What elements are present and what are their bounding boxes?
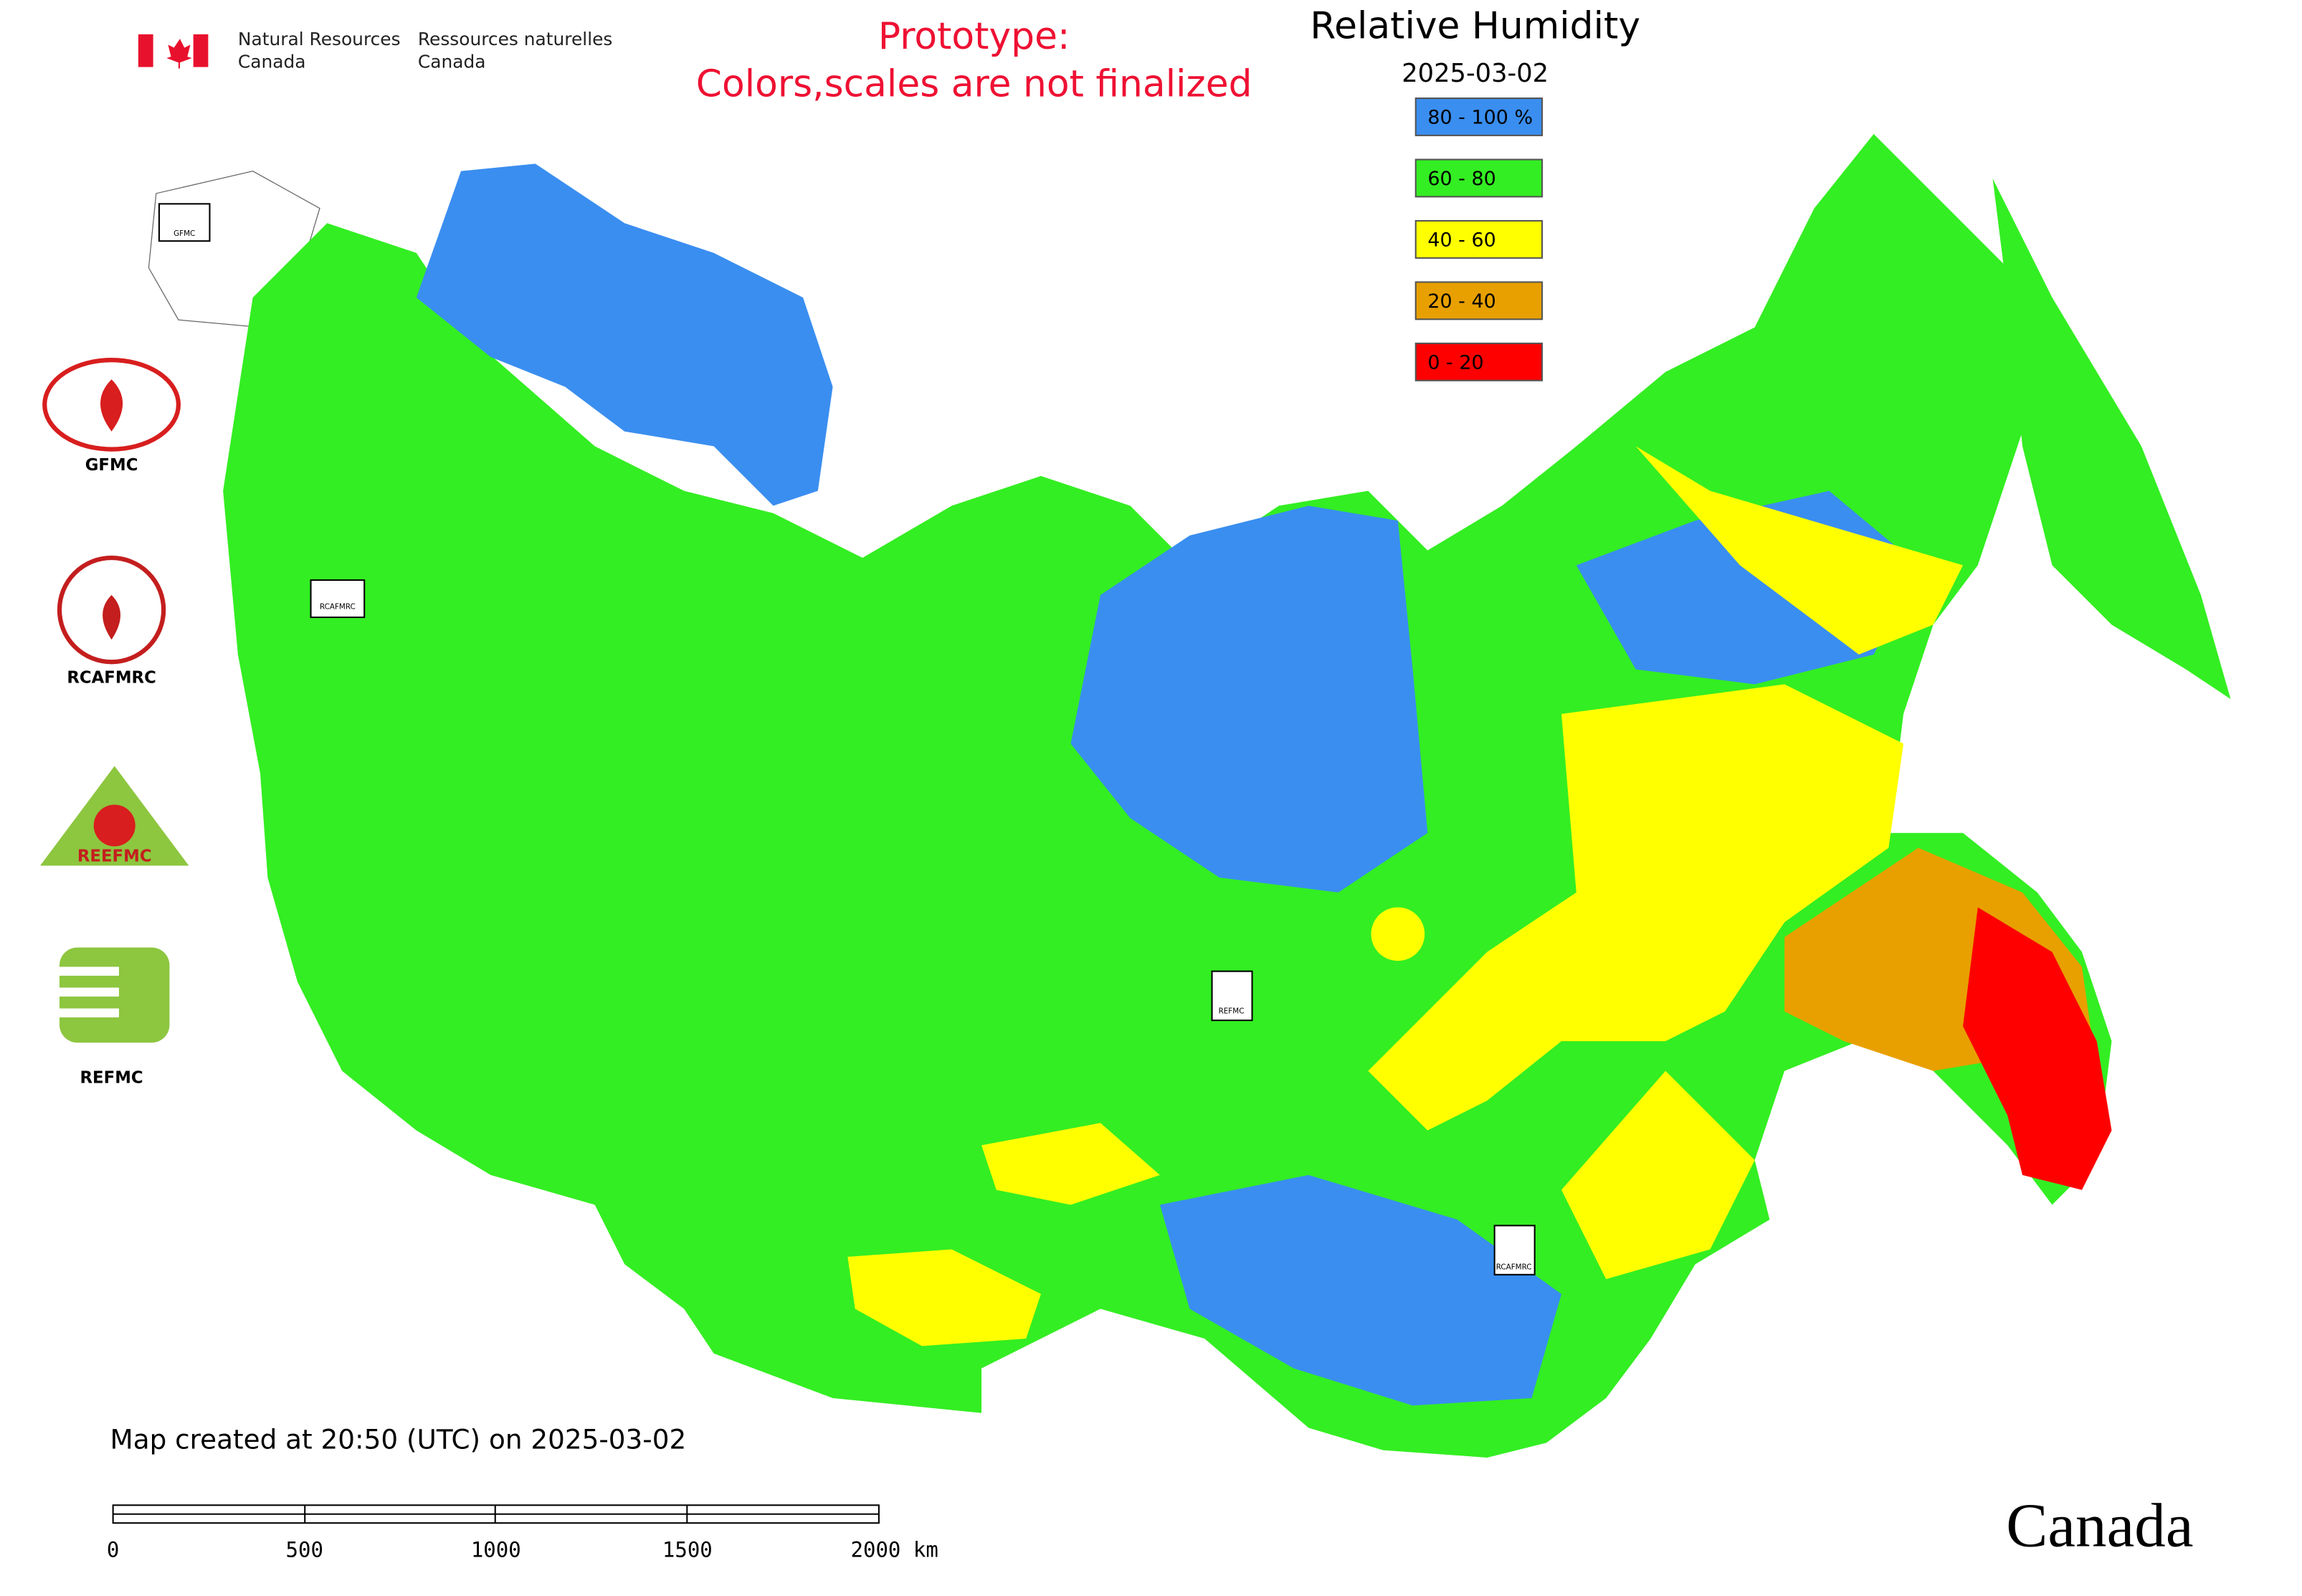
region-40-60: [1368, 684, 1904, 1131]
legend-swatch: [1414, 98, 1544, 136]
scale-labels: 0 500 1000 1500 2000 km: [107, 1538, 938, 1562]
map-marker-label: RCAFMRC: [320, 602, 356, 611]
map-marker: [310, 579, 366, 619]
region-80-100: [1070, 505, 1428, 893]
maple-leaf: [166, 39, 192, 69]
notice: Prototype:: [878, 15, 1070, 58]
legend-title: Relative Humidity: [1310, 5, 1640, 48]
logo-label: RCAFMRC: [67, 669, 156, 688]
created-note: Map created at 20:50 (UTC) on 2025-03-02: [110, 1424, 686, 1455]
flame: [100, 379, 123, 432]
scale-label: 1500: [662, 1538, 713, 1562]
map-marker: [158, 203, 211, 242]
map-marker: [1211, 970, 1253, 1022]
legend-label: 60 - 80: [1427, 168, 1495, 190]
region-80-100: [1159, 1174, 1562, 1406]
legend-label: 0 - 20: [1427, 351, 1483, 374]
flag-bar: [138, 34, 153, 67]
map-marker-label: RCAFMRC: [1496, 1263, 1532, 1271]
agency-en: Natural Resources: [238, 29, 401, 49]
stripe: [59, 966, 119, 976]
flame: [93, 804, 135, 847]
legend-label: 40 - 60: [1427, 229, 1495, 251]
region-40-60: [1371, 907, 1425, 961]
region-40-60: [1561, 1070, 1755, 1280]
legend-date: 2025-03-02: [1402, 59, 1549, 88]
logo-label: GFMC: [85, 456, 138, 475]
scale-label: 0: [107, 1538, 119, 1562]
region-40-60: [1635, 446, 1964, 655]
region-40-60: [847, 1249, 1042, 1346]
agency-en: Canada: [238, 51, 306, 72]
agency-fr: Canada: [418, 51, 486, 72]
legend-label: 80 - 100 %: [1427, 107, 1533, 129]
legend-swatch: [1414, 158, 1544, 198]
legend: 80 - 100 % 60 - 80 40 - 60 20 - 40 0 - 20: [1414, 98, 1544, 381]
flame: [103, 594, 121, 640]
scale-label: 2000 km: [850, 1538, 938, 1562]
map-marker-label: REFMC: [1219, 1007, 1245, 1016]
map: GFMC RCAFMRC REFMC RCAFMRC: [148, 133, 2231, 1458]
map-marker: [1493, 1225, 1536, 1276]
legend-swatch: [1414, 342, 1544, 381]
region-80-100: [416, 163, 833, 506]
map-marker-label: GFMC: [173, 229, 195, 238]
legend-label: 20 - 40: [1427, 290, 1495, 313]
logo-label: REFMC: [80, 1069, 143, 1088]
notice: Colors,scales are not finalized: [696, 62, 1252, 105]
logo-label: REEFMC: [77, 847, 152, 865]
stripe: [59, 1008, 119, 1017]
canada-wordmark: Canada: [2006, 1491, 2193, 1560]
agency-fr: Ressources naturelles: [418, 29, 613, 49]
region-0-20: [1963, 907, 2112, 1190]
region-60-80: [1992, 179, 2231, 700]
flag-bar: [193, 34, 209, 67]
stripe: [59, 987, 119, 997]
legend-swatch: [1414, 219, 1544, 259]
scale-label: 1000: [471, 1538, 521, 1562]
scale-bar: [112, 1504, 880, 1524]
region-40-60: [981, 1123, 1160, 1205]
legend-swatch: [1414, 281, 1544, 320]
scale-label: 500: [285, 1538, 323, 1562]
